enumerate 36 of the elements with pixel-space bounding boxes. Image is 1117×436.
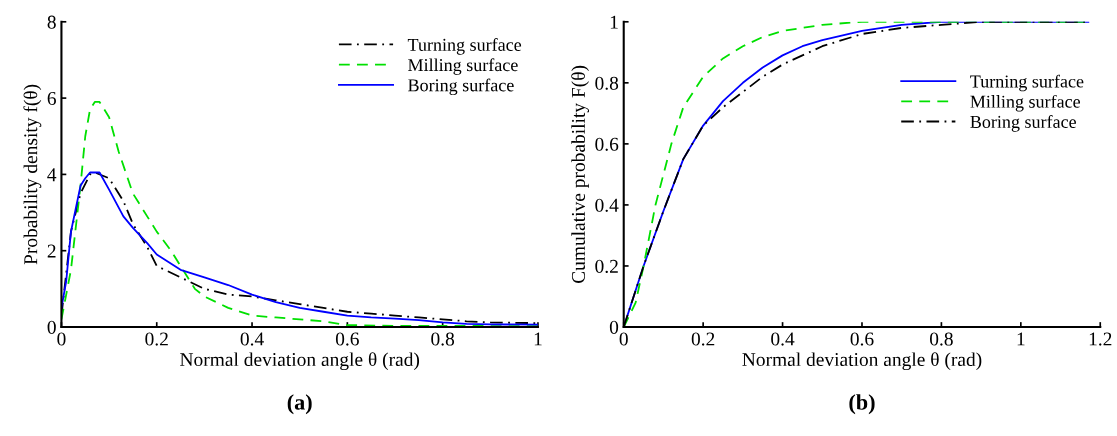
text: (b) bbox=[849, 394, 875, 415]
x-tick-label: 0.2 bbox=[691, 332, 715, 346]
y-tick-label: 0.4 bbox=[595, 198, 619, 212]
legend-label: Milling surface bbox=[970, 94, 1081, 112]
y-tick-label: 1 bbox=[610, 15, 618, 29]
y-tick-label: 8 bbox=[47, 15, 56, 29]
x-tick-label: 1 bbox=[1017, 332, 1025, 346]
x-tick-label: 0.8 bbox=[431, 332, 455, 346]
y-axis-title: Probability density f(θ) bbox=[23, 84, 42, 265]
x-tick-label: 0.8 bbox=[929, 332, 953, 346]
x-tick-label: 1 bbox=[534, 332, 542, 346]
y-tick-label: 0 bbox=[609, 320, 619, 334]
y-tick-label: 0.6 bbox=[595, 137, 619, 151]
x-tick-label: 0.6 bbox=[335, 332, 359, 346]
y-axis-title: Cumulative probability F(θ) bbox=[571, 65, 589, 284]
x-axis-title: Normal deviation angle θ (rad) bbox=[742, 352, 982, 371]
x-tick-label: 0.4 bbox=[771, 332, 795, 346]
text: (a) bbox=[287, 394, 312, 415]
x-tick-label: 0.2 bbox=[145, 332, 168, 346]
y-tick-label: 2 bbox=[47, 244, 56, 258]
legend-label: Turning surface bbox=[970, 74, 1084, 92]
x-tick-label: 0 bbox=[57, 332, 66, 346]
x-tick-label: 1.2 bbox=[1089, 332, 1112, 346]
x-tick-label: 0.6 bbox=[850, 332, 874, 346]
y-tick-label: 0.2 bbox=[595, 259, 618, 273]
y-tick-label: 6 bbox=[47, 91, 56, 106]
x-tick-label: 0.4 bbox=[240, 332, 264, 346]
legend-label: Boring surface bbox=[970, 115, 1076, 132]
legend-label: Turning surface bbox=[407, 38, 522, 55]
y-tick-label: 0.8 bbox=[595, 76, 619, 90]
y-tick-label: 0 bbox=[47, 320, 56, 334]
legend-label: Boring surface bbox=[408, 78, 514, 96]
x-tick-label: 0 bbox=[619, 332, 628, 346]
y-tick-label: 4 bbox=[47, 168, 57, 182]
legend-label: Milling surface bbox=[408, 58, 518, 75]
x-axis-title: Normal deviation angle θ (rad) bbox=[180, 352, 420, 371]
